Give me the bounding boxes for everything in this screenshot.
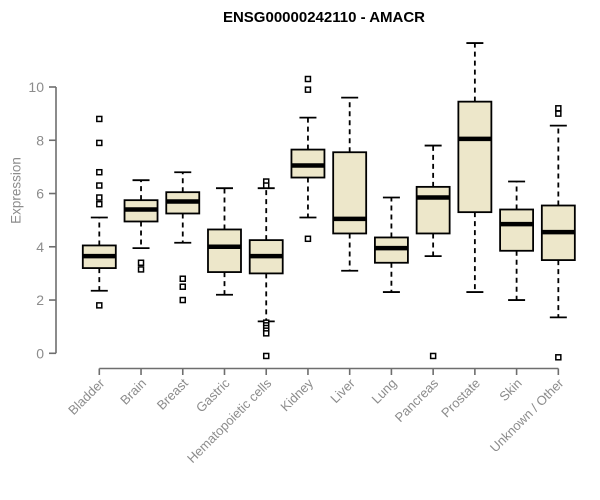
outlier-point [179, 275, 187, 282]
outlier-point [96, 182, 103, 189]
outlier-point [96, 302, 103, 309]
outlier-point [179, 283, 187, 290]
outlier-point [96, 115, 103, 123]
y-tick-label: 6 [36, 186, 44, 202]
box-group-prostate [457, 42, 493, 293]
outlier-point [96, 139, 103, 147]
y-tick-label: 10 [28, 79, 44, 95]
outlier-point [137, 259, 145, 267]
box-group-brain [123, 179, 159, 273]
x-category-label: Liver [327, 375, 358, 406]
y-tick-label: 2 [36, 292, 44, 308]
box-group-kidney [290, 75, 326, 243]
x-category-label: Unknown / Other [487, 375, 567, 455]
y-axis-title: Expression [8, 157, 24, 224]
box-group-unknown-other [540, 105, 576, 361]
x-category-label: Gastric [193, 375, 233, 415]
outlier-point [555, 105, 562, 112]
iqr-box [457, 100, 493, 214]
x-category-label: Breast [154, 375, 191, 412]
outlier-point [429, 352, 437, 360]
iqr-box [415, 185, 451, 235]
x-category-label: Lung [368, 376, 399, 407]
x-category-label: Brain [117, 376, 149, 408]
outlier-point [96, 194, 103, 201]
iqr-box [499, 208, 535, 252]
outlier-point [304, 235, 312, 243]
box-group-gastric [207, 187, 242, 296]
box-group-lung [374, 196, 409, 293]
outlier-point [96, 168, 103, 176]
x-category-label: Skin [496, 376, 524, 404]
iqr-box [332, 151, 368, 235]
outlier-point [304, 75, 312, 83]
x-category-label: Pancreas [392, 375, 442, 425]
y-tick-label: 4 [36, 239, 44, 255]
outlier-point [262, 352, 270, 360]
outlier-point [137, 266, 145, 273]
box-group-pancreas [415, 144, 451, 360]
x-category-label: Prostate [438, 376, 483, 421]
box-group-hematopoietic-cells [248, 178, 284, 360]
outlier-point [262, 330, 270, 337]
box-group-bladder [81, 115, 117, 309]
x-category-label: Bladder [65, 375, 108, 418]
box-group-liver [332, 96, 368, 272]
box-group-breast [165, 171, 201, 304]
outlier-point [304, 86, 312, 93]
outlier-point [555, 354, 562, 361]
box-group-skin [499, 180, 535, 301]
y-tick-label: 0 [36, 345, 44, 361]
iqr-box [207, 228, 242, 273]
chart-title: ENSG00000242110 - AMACR [222, 9, 426, 26]
outlier-point [96, 200, 103, 208]
outlier-point [555, 110, 562, 117]
x-category-label: Kidney [277, 375, 316, 414]
y-tick-label: 8 [36, 132, 44, 148]
outlier-point [262, 182, 270, 189]
outlier-point [179, 296, 187, 304]
